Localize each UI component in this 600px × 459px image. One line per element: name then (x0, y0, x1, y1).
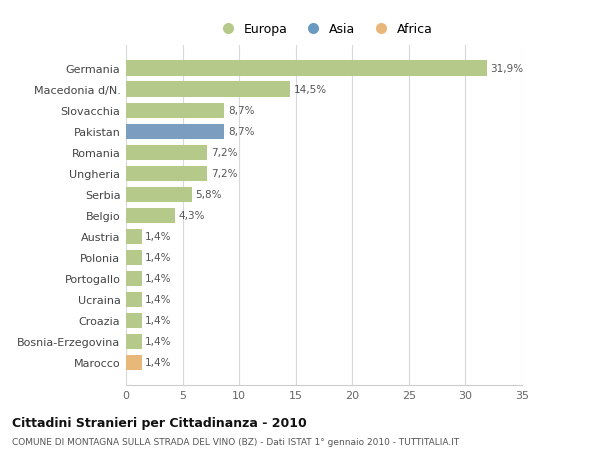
Bar (126, 313, 142, 328)
Text: 8,7%: 8,7% (228, 127, 254, 137)
Bar (126, 229, 142, 244)
Bar (126, 166, 208, 181)
Bar (126, 82, 290, 97)
Legend: Europa, Asia, Africa: Europa, Asia, Africa (211, 18, 437, 41)
Text: 5,8%: 5,8% (195, 190, 221, 200)
Text: 31,9%: 31,9% (490, 64, 523, 74)
Text: COMUNE DI MONTAGNA SULLA STRADA DEL VINO (BZ) - Dati ISTAT 1° gennaio 2010 - TUT: COMUNE DI MONTAGNA SULLA STRADA DEL VINO… (12, 437, 459, 446)
Text: 4,3%: 4,3% (178, 211, 205, 221)
Bar (126, 271, 142, 286)
Text: 8,7%: 8,7% (228, 106, 254, 116)
Text: 1,4%: 1,4% (145, 295, 172, 305)
Text: 7,2%: 7,2% (211, 148, 238, 158)
Text: Cittadini Stranieri per Cittadinanza - 2010: Cittadini Stranieri per Cittadinanza - 2… (12, 416, 307, 429)
Text: 14,5%: 14,5% (293, 85, 326, 95)
Bar (126, 208, 175, 223)
Text: 7,2%: 7,2% (211, 169, 238, 179)
Bar (126, 103, 224, 118)
Bar (126, 334, 142, 349)
Bar (126, 355, 142, 370)
Bar (126, 124, 224, 140)
Bar (126, 250, 142, 265)
Bar (126, 145, 208, 160)
Bar (126, 62, 487, 77)
Text: 1,4%: 1,4% (145, 253, 172, 263)
Text: 1,4%: 1,4% (145, 336, 172, 347)
Bar (126, 292, 142, 307)
Text: 1,4%: 1,4% (145, 358, 172, 368)
Bar (126, 187, 191, 202)
Text: 1,4%: 1,4% (145, 316, 172, 325)
Text: 1,4%: 1,4% (145, 232, 172, 242)
Text: 1,4%: 1,4% (145, 274, 172, 284)
